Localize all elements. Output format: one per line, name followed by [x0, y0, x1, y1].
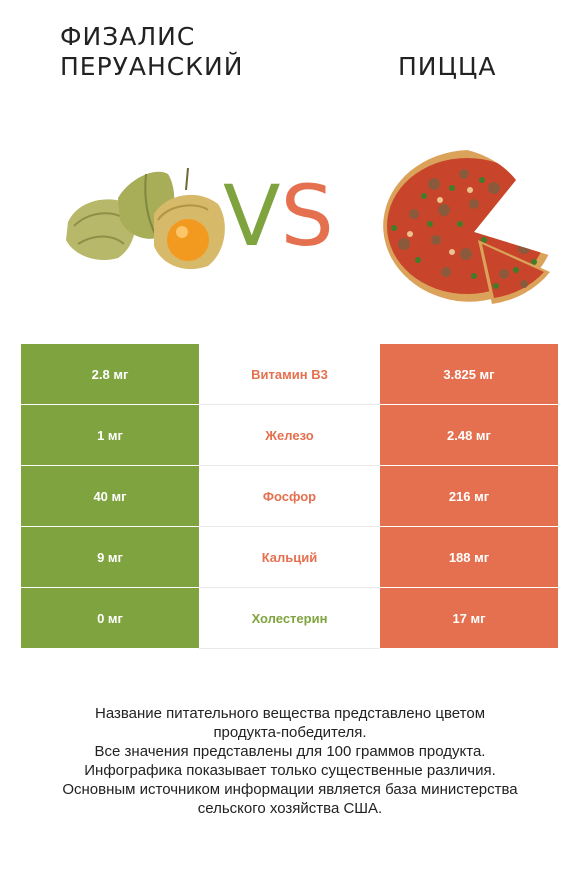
right-value-cell: 188 мг — [380, 526, 558, 588]
footer-line: Все значения представлены для 100 граммо… — [94, 743, 486, 760]
table-row: 0 мг Холестерин 17 мг — [21, 587, 558, 649]
nutrient-name-cell: Холестерин — [199, 587, 380, 649]
right-value-cell: 3.825 мг — [380, 344, 558, 405]
footer-line: сельского хозяйства США. — [197, 800, 383, 817]
table-row: 40 мг Фосфор 216 мг — [21, 465, 558, 527]
footer-line: Основным источником информации является … — [62, 781, 518, 798]
footer-line: продукта-победителя. — [213, 724, 367, 741]
right-food-title: ПИЦЦА — [398, 52, 497, 81]
physalis-image — [66, 167, 225, 270]
table-row: 1 мг Железо 2.48 мг — [21, 404, 558, 466]
nutrient-name-cell: Кальций — [199, 526, 380, 588]
footer-line: Инфографика показывает только существенн… — [84, 762, 496, 779]
left-food-title: ФИЗАЛИС ПЕРУАНСКИЙ — [60, 22, 244, 81]
vs-label: VS — [223, 168, 334, 264]
pizza-image — [383, 150, 552, 304]
vs-v-letter: V — [223, 167, 281, 265]
right-value-cell: 17 мг — [380, 587, 558, 649]
nutrient-name-cell: Фосфор — [199, 465, 380, 527]
nutrient-name-cell: Витамин B3 — [199, 344, 380, 405]
left-value-cell: 9 мг — [21, 526, 199, 588]
table-row: 9 мг Кальций 188 мг — [21, 526, 558, 588]
left-value-cell: 0 мг — [21, 587, 199, 649]
right-value-cell: 2.48 мг — [380, 404, 558, 466]
footer-note: Название питательного вещества представл… — [20, 704, 560, 818]
left-value-cell: 1 мг — [21, 404, 199, 466]
table-row: 2.8 мг Витамин B3 3.825 мг — [21, 344, 558, 405]
right-value-cell: 216 мг — [380, 465, 558, 527]
nutrient-name-cell: Железо — [199, 404, 380, 466]
left-value-cell: 40 мг — [21, 465, 199, 527]
left-value-cell: 2.8 мг — [21, 344, 199, 405]
vs-s-letter: S — [280, 167, 334, 265]
footer-line: Название питательного вещества представл… — [94, 705, 486, 722]
comparison-table: 2.8 мг Витамин B3 3.825 мг 1 мг Железо 2… — [21, 344, 558, 649]
